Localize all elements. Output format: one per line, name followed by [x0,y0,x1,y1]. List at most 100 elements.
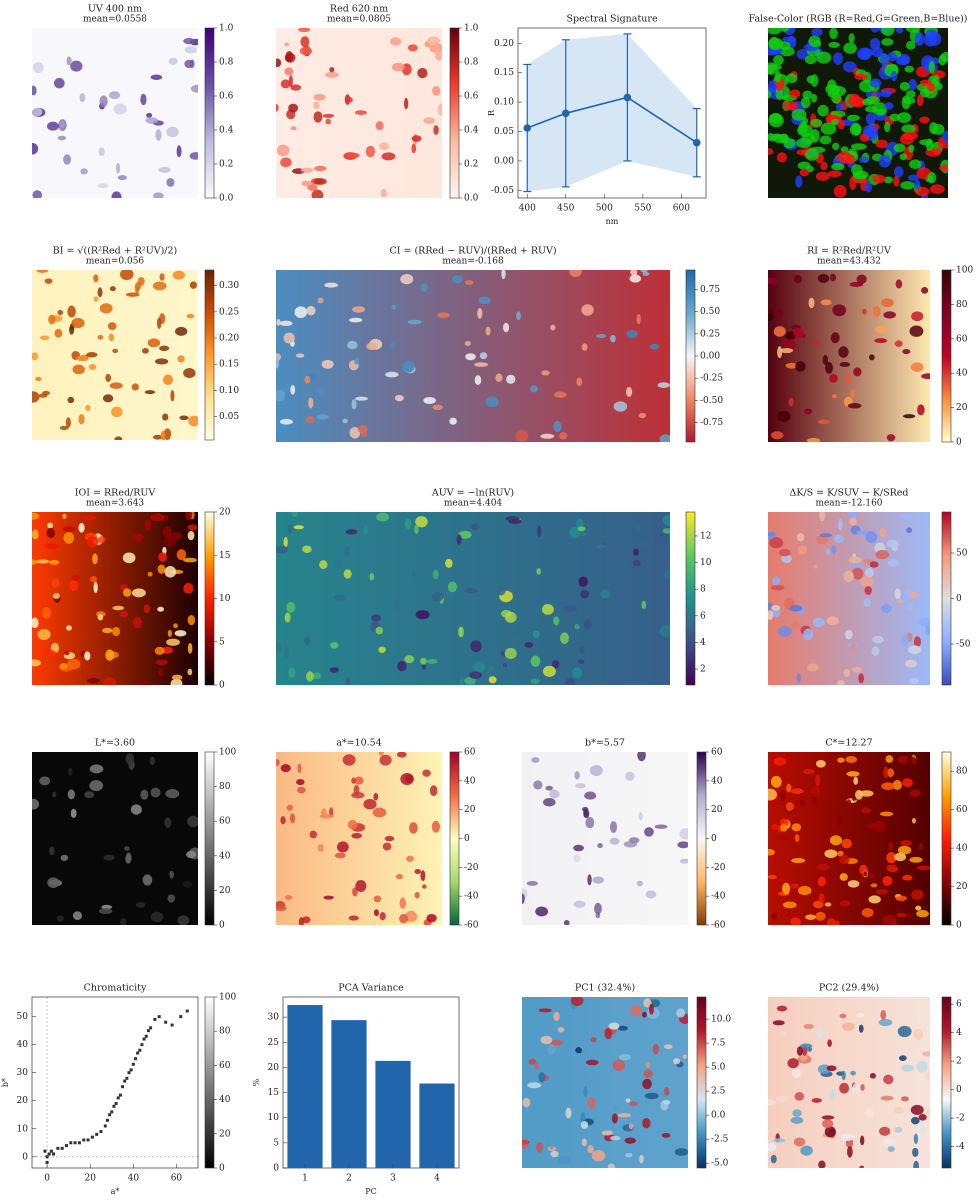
heatmap-blob [915,905,922,911]
heatmap-blob [333,559,344,571]
heatmap-blob [313,178,327,185]
image-blob [806,75,815,84]
image-blob [870,28,880,33]
heatmap-blob [815,911,826,921]
image-blob [852,170,869,180]
x-tick-label: 3 [390,1174,396,1184]
heatmap-blob [534,1062,540,1070]
y-tick-label: 0 [22,1152,28,1162]
heatmap-blob [663,1099,671,1105]
heatmap-blob [542,797,556,807]
heatmap-blob [276,642,282,654]
heatmap-blob [770,585,785,591]
heatmap-blob [902,633,909,646]
image-blob [925,138,934,151]
heatmap-blob [838,346,849,358]
heatmap-blob [431,591,444,602]
heatmap-blob [39,776,51,786]
colorbar [449,27,460,199]
heatmap-blob [859,1165,865,1168]
heatmap-blob [280,157,292,168]
heatmap-blob [69,325,75,335]
colorbar-tick-label: 20 [956,882,968,892]
heatmap-blob [817,876,826,887]
heatmap-blob [44,543,59,549]
heatmap-blob [141,347,149,354]
y-tick-label: 5 [273,1138,279,1148]
x-axis-label: PC [365,1187,377,1196]
heatmap-blob [842,1022,855,1031]
y-tick-label: 20 [17,1096,29,1106]
heatmap-blob [162,526,172,538]
colorbar-tick-label: 2 [700,665,706,675]
heatmap-blob [831,545,837,555]
heatmap-blob [779,790,786,802]
heatmap-blob [295,353,305,358]
point [140,1043,144,1047]
image-blob [939,164,948,172]
colorbar-tick-label: 20 [219,508,231,518]
heatmap-blob [522,1097,531,1108]
y-tick-label: 0.00 [494,156,514,166]
heatmap-blob [307,183,318,192]
heatmap-blob [434,48,442,61]
heatmap-blob [369,572,375,581]
heatmap-blob [150,787,161,798]
heatmap-blob [797,885,812,896]
image-blob [833,184,847,198]
heatmap-blob [790,788,804,794]
heatmap-blob [422,769,431,777]
heatmap-blob [537,525,542,537]
heatmap-blob [791,823,802,832]
heatmap-blob [276,905,287,912]
image-blob [864,181,872,193]
heatmap-blob [276,103,279,112]
image-blob [811,93,818,103]
colorbar-tick-label: 10 [219,594,231,604]
heatmap-blob [921,287,929,294]
heatmap-blob [536,1141,544,1153]
image-blob [890,70,898,82]
image-blob [795,175,803,188]
heatmap-blob [152,192,164,198]
heatmap-blob [577,526,586,532]
heatmap-blob [819,533,833,538]
heatmap-blob [785,802,794,812]
heatmap-blob [527,1082,542,1089]
heatmap-blob [109,382,123,389]
heatmap-blob [287,524,293,534]
heatmap-blob [911,311,924,322]
heatmap-blob [379,912,386,921]
heatmap-blob [114,436,123,440]
heatmap-blob [794,1092,805,1101]
y-tick-label: 0.15 [494,68,514,78]
image-blob [927,172,937,184]
heatmap-blob [301,180,312,187]
heatmap-blob [152,281,167,291]
heatmap-blob [638,812,643,821]
heatmap-blob [450,616,455,626]
heatmap-blob [131,588,146,598]
heatmap-blob [515,429,529,442]
heatmap-blob [782,901,797,909]
heatmap-blob [843,669,851,678]
heatmap-blob [67,305,76,318]
heatmap-blob [589,765,603,776]
colorbar-tick-label: 4 [956,1028,962,1038]
heatmap-image [32,752,198,925]
heatmap-blob [404,519,412,530]
heatmap-blob [921,373,930,380]
image-blob [901,95,911,110]
heatmap-blob [32,529,39,540]
heatmap-blob [636,313,641,325]
heatmap-blob [800,1043,813,1049]
heatmap-blob [187,642,193,654]
image-blob [769,112,782,124]
heatmap-blob [420,657,427,665]
heatmap-blob [579,532,588,537]
colorbar-tick-label: 0 [219,681,225,691]
heatmap-blob [84,791,95,799]
colorbar [941,996,952,1169]
heatmap-blob [862,308,867,315]
heatmap-blob [849,517,857,526]
